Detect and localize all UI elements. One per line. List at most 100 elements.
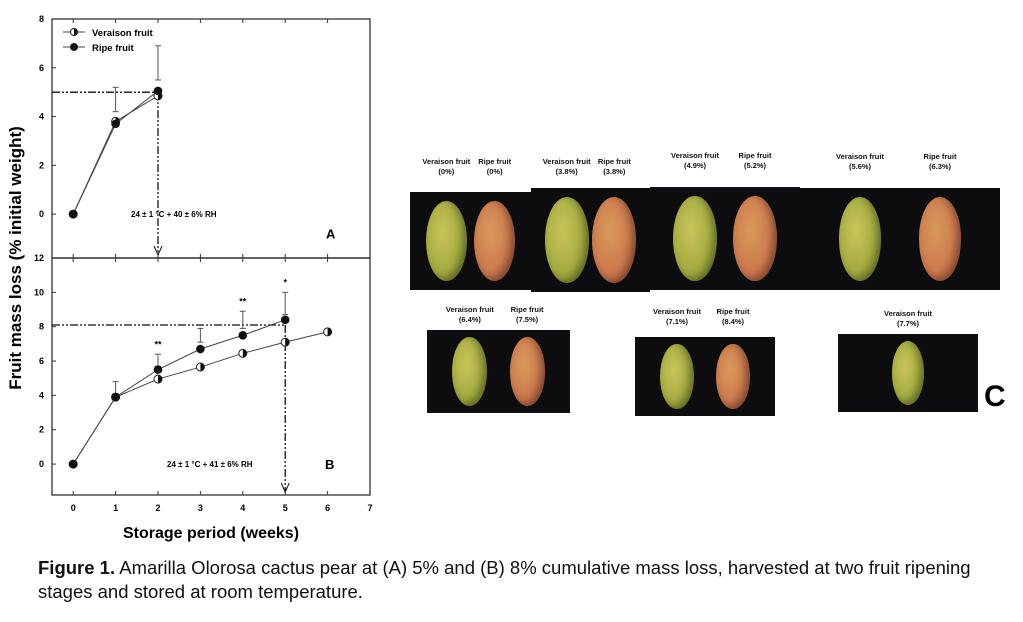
- legend-label: Veraison fruit: [92, 28, 154, 39]
- photo-label: Ripe fruit (6.3%): [905, 152, 975, 172]
- y-tick-label: 4: [39, 112, 44, 122]
- veraison-fruit-image: [838, 197, 882, 281]
- photo-label: Veraison fruit (7.7%): [873, 309, 943, 329]
- fruit-photo: [635, 337, 775, 416]
- veraison-fruit-image: [660, 344, 694, 409]
- ripe-point: [238, 330, 248, 340]
- veraison-fruit-image: [673, 196, 717, 281]
- mass-loss-percent: (7.1%): [665, 317, 689, 326]
- photo-label: Veraison fruit (7.1%): [642, 307, 712, 327]
- panel-c-label: C: [984, 380, 1006, 413]
- mass-loss-percent: (3.8%): [555, 167, 578, 176]
- condition-annotation: 24 ± 1 °C + 41 ± 6% RH: [167, 460, 253, 469]
- mass-loss-percent: (6.4%): [458, 315, 481, 324]
- x-tick-label: 6: [325, 503, 330, 513]
- series-line-1: [72, 319, 286, 465]
- x-tick-label: 2: [155, 503, 160, 513]
- legend-label: Ripe fruit: [92, 43, 135, 54]
- fruit-stage: Ripe fruit: [738, 151, 772, 160]
- y-tick-label: 0: [39, 209, 44, 219]
- fruit-stage: Veraison fruit: [836, 152, 884, 161]
- mass-loss-percent: (7.5%): [516, 315, 539, 324]
- ripe-point: [280, 315, 290, 325]
- y-tick-label: 10: [34, 287, 44, 297]
- mass-loss-percent: (7.7%): [896, 319, 920, 328]
- panel-label: B: [325, 457, 334, 472]
- fruit-stage: Veraison fruit: [542, 157, 591, 166]
- fruit-photo: [427, 330, 570, 413]
- y-tick-label: 8: [39, 14, 44, 24]
- veraison-fruit-image: [544, 197, 589, 283]
- x-tick-label: 5: [283, 503, 288, 513]
- mass-loss-percent: (5.6%): [848, 162, 872, 171]
- legend-marker-half: [74, 28, 78, 36]
- mass-loss-percent: (6.3%): [928, 162, 952, 171]
- y-axis-label: Fruit mass loss (% initial weight): [6, 126, 25, 390]
- plot-frame-B: [51, 257, 371, 496]
- photo-label: Veraison fruit (6.4%): [435, 305, 505, 325]
- arrow-icon: [153, 245, 163, 257]
- arrow-icon: [280, 482, 290, 494]
- mass-loss-percent: (3.8%): [603, 167, 626, 176]
- y-tick-label: 2: [39, 160, 44, 170]
- mass-loss-percent: (8.4%): [721, 317, 745, 326]
- ripe-point: [153, 86, 163, 96]
- ripe-fruit-image: [592, 197, 637, 283]
- fruit-stage: Ripe fruit: [716, 307, 750, 316]
- veraison-fruit-image: [891, 341, 925, 405]
- photo-label: Ripe fruit (7.5%): [492, 305, 562, 325]
- photo-label: Veraison fruit (0%): [411, 157, 481, 177]
- plot-frame-A: [51, 18, 371, 259]
- veraison-point-half: [242, 349, 247, 358]
- veraison-point-half: [327, 327, 332, 336]
- series-line-0: [72, 95, 159, 215]
- ripe-fruit-image: [716, 344, 750, 409]
- fruit-stage: Ripe fruit: [923, 152, 957, 161]
- mass-loss-percent: (4.9%): [683, 161, 707, 170]
- fruit-stage: Ripe fruit: [478, 157, 512, 166]
- caption-text: Amarilla Olorosa cactus pear at (A) 5% a…: [38, 557, 971, 602]
- ripe-point: [111, 392, 120, 402]
- fruit-stage: Veraison fruit: [422, 157, 471, 166]
- veraison-point-half: [158, 375, 162, 384]
- fruit-stage: Veraison fruit: [671, 151, 719, 160]
- figure-caption: Figure 1. Amarilla Olorosa cactus pear a…: [38, 556, 1008, 604]
- fruit-stage: Veraison fruit: [653, 307, 701, 316]
- ripe-point: [68, 459, 78, 469]
- fruit-stage: Ripe fruit: [597, 157, 631, 166]
- legend-marker: [70, 43, 78, 51]
- photo-label: Ripe fruit (0%): [460, 157, 530, 177]
- mass-loss-percent: (0%): [486, 167, 503, 176]
- panel-label: A: [326, 227, 336, 242]
- veraison-fruit-image: [452, 337, 488, 406]
- fruit-stage: Veraison fruit: [445, 305, 494, 314]
- fruit-stage: Veraison fruit: [884, 309, 932, 318]
- ripe-fruit-image: [474, 200, 516, 282]
- photo-label: Ripe fruit (3.8%): [579, 157, 649, 177]
- ripe-fruit-image: [733, 196, 777, 281]
- y-tick-label: 8: [39, 322, 44, 332]
- x-tick-label: 7: [367, 503, 372, 513]
- y-tick-label: 2: [39, 425, 44, 435]
- y-tick-label: 0: [39, 459, 44, 469]
- mass-loss-percent: (0%): [438, 167, 455, 176]
- ripe-fruit-image: [918, 197, 962, 281]
- y-tick-label: 6: [39, 63, 44, 73]
- significance-mark: *: [283, 277, 287, 287]
- x-axis-label: Storage period (weeks): [123, 525, 299, 542]
- ripe-fruit-image: [509, 337, 545, 406]
- veraison-fruit-image: [425, 200, 467, 282]
- y-tick-label: 6: [39, 356, 44, 366]
- x-tick-label: 0: [71, 503, 76, 513]
- y-tick-label: 4: [39, 390, 44, 400]
- fruit-stage: Ripe fruit: [510, 305, 544, 314]
- ripe-point: [111, 119, 120, 129]
- veraison-point-half: [285, 338, 290, 347]
- condition-annotation: 24 ± 1 °C + 40 ± 6% RH: [131, 210, 217, 219]
- caption-bold: Figure 1.: [38, 557, 116, 578]
- significance-mark: **: [239, 296, 247, 306]
- photo-label: Ripe fruit (5.2%): [720, 151, 790, 171]
- x-tick-label: 1: [113, 503, 118, 513]
- ripe-point: [68, 209, 78, 219]
- significance-mark: **: [154, 339, 162, 349]
